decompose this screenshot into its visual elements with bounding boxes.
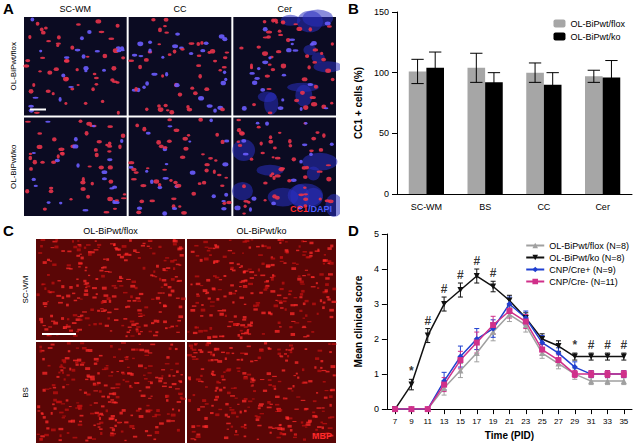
html-text:A: A bbox=[3, 0, 14, 17]
svg-text:OL-BiPwt/ko: OL-BiPwt/ko bbox=[236, 226, 286, 236]
svg-text:CNP/Cre+ (N=9): CNP/Cre+ (N=9) bbox=[549, 265, 616, 275]
svg-text:#: # bbox=[604, 338, 611, 352]
svg-text:CC: CC bbox=[537, 202, 550, 212]
svg-text:4: 4 bbox=[374, 264, 379, 274]
svg-text:SC-WM: SC-WM bbox=[60, 4, 92, 14]
svg-text:13: 13 bbox=[440, 417, 449, 426]
svg-text:BS: BS bbox=[21, 387, 30, 398]
svg-text:5: 5 bbox=[374, 229, 379, 239]
svg-text:11: 11 bbox=[424, 417, 433, 426]
svg-text:#: # bbox=[588, 338, 595, 352]
svg-text:OL-BiPwt/flox: OL-BiPwt/flox bbox=[9, 42, 18, 90]
svg-text:1: 1 bbox=[374, 369, 379, 379]
svg-text:Cer: Cer bbox=[595, 202, 610, 212]
svg-text:21: 21 bbox=[505, 417, 514, 426]
svg-text:7: 7 bbox=[393, 417, 398, 426]
svg-text:#: # bbox=[490, 266, 497, 280]
svg-text:#: # bbox=[441, 282, 448, 296]
svg-text:OL-BiPwt/flox: OL-BiPwt/flox bbox=[83, 226, 138, 236]
svg-text:35: 35 bbox=[619, 417, 628, 426]
svg-text:Mean clinical score: Mean clinical score bbox=[353, 275, 364, 367]
svg-text:CNP/Cre- (N=11): CNP/Cre- (N=11) bbox=[549, 277, 618, 287]
svg-text:*: * bbox=[572, 338, 577, 352]
svg-text:SC-WM: SC-WM bbox=[21, 275, 30, 303]
svg-text:#: # bbox=[424, 314, 431, 328]
svg-text:CC1 + cells (%): CC1 + cells (%) bbox=[353, 67, 364, 139]
svg-text:OL-BiPwt/ko: OL-BiPwt/ko bbox=[9, 144, 18, 189]
svg-text:BS: BS bbox=[479, 202, 491, 212]
svg-text:*: * bbox=[409, 364, 414, 378]
svg-text:#: # bbox=[620, 338, 627, 352]
svg-text:#: # bbox=[457, 268, 464, 282]
html-text:B: B bbox=[348, 0, 359, 17]
svg-text:Cer: Cer bbox=[277, 4, 292, 14]
svg-text:Time (PID): Time (PID) bbox=[485, 430, 534, 441]
svg-text:CC: CC bbox=[174, 4, 187, 14]
svg-text:19: 19 bbox=[489, 417, 498, 426]
svg-text:50: 50 bbox=[379, 128, 389, 138]
svg-text:OL-BiPwt/ko (N=8): OL-BiPwt/ko (N=8) bbox=[549, 253, 624, 263]
svg-text:31: 31 bbox=[587, 417, 596, 426]
svg-text:29: 29 bbox=[570, 417, 579, 426]
svg-text:9: 9 bbox=[409, 417, 414, 426]
svg-text:MBP: MBP bbox=[312, 431, 332, 441]
svg-text:SC-WM: SC-WM bbox=[411, 202, 443, 212]
svg-text:OL-BiPwt/flox (N=8): OL-BiPwt/flox (N=8) bbox=[549, 241, 629, 251]
svg-text:27: 27 bbox=[554, 417, 563, 426]
svg-text:25: 25 bbox=[538, 417, 547, 426]
svg-text:0: 0 bbox=[384, 189, 389, 199]
svg-text:15: 15 bbox=[456, 417, 465, 426]
svg-text:OL-BiPwt/flox: OL-BiPwt/flox bbox=[570, 19, 625, 29]
html-text:C: C bbox=[3, 222, 14, 239]
html-text:D: D bbox=[348, 222, 359, 239]
svg-text:0: 0 bbox=[374, 404, 379, 414]
svg-text:OL-BiPwt/ko: OL-BiPwt/ko bbox=[570, 32, 620, 42]
svg-text:#: # bbox=[473, 254, 480, 268]
svg-text:17: 17 bbox=[472, 417, 481, 426]
svg-text:150: 150 bbox=[374, 7, 389, 17]
svg-text:3: 3 bbox=[374, 299, 379, 309]
svg-text:33: 33 bbox=[603, 417, 612, 426]
svg-text:23: 23 bbox=[521, 417, 530, 426]
svg-text:100: 100 bbox=[374, 68, 389, 78]
svg-text:CC1/DAPI: CC1/DAPI bbox=[290, 204, 332, 214]
svg-text:2: 2 bbox=[374, 334, 379, 344]
